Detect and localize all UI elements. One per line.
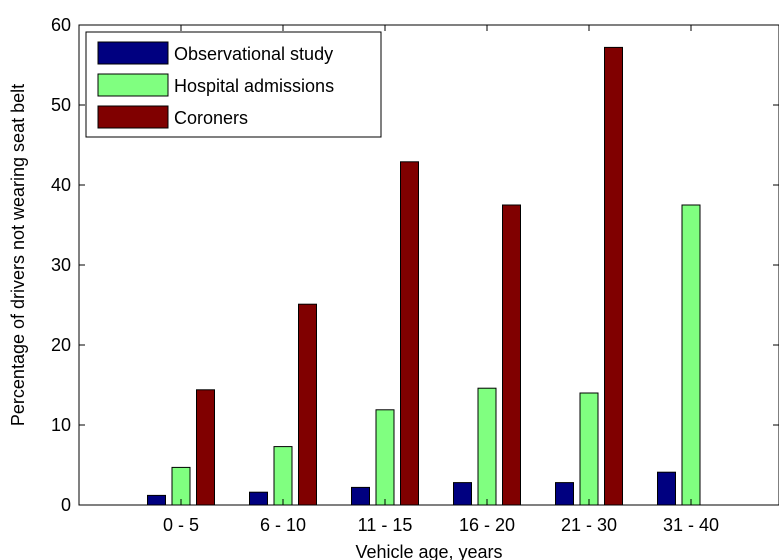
bar-coroners xyxy=(604,46,623,506)
bar-hospital-admissions xyxy=(375,409,395,506)
bars-group xyxy=(147,46,701,506)
bar-observational-study xyxy=(249,491,268,506)
y-axis-label: Percentage of drivers not wearing seat b… xyxy=(8,84,28,426)
bar-observational-study xyxy=(555,482,574,506)
legend-swatch xyxy=(97,105,169,129)
bar-observational-study xyxy=(351,486,370,506)
bar-observational-study xyxy=(147,494,166,506)
legend-label: Hospital admissions xyxy=(174,76,334,96)
x-tick-label: 6 - 10 xyxy=(260,515,306,535)
x-tick-label: 16 - 20 xyxy=(459,515,515,535)
bar-coroners xyxy=(196,389,215,506)
x-tick-label: 11 - 15 xyxy=(358,515,413,535)
x-tick-label: 21 - 30 xyxy=(561,515,617,535)
x-axis: 0 - 5 6 - 10 11 - 15 16 - 20 21 - 30 31 - 40 xyxy=(163,25,719,535)
legend-swatch xyxy=(97,41,169,65)
bar-coroners xyxy=(400,161,419,506)
x-tick-label: 31 - 40 xyxy=(663,515,719,535)
legend-swatch xyxy=(97,73,169,97)
bar-observational-study xyxy=(453,482,472,506)
bar-observational-study xyxy=(657,471,676,506)
y-tick-label: 40 xyxy=(51,175,71,195)
legend-label: Coroners xyxy=(174,108,248,128)
y-tick-label: 10 xyxy=(51,415,71,435)
bar-hospital-admissions xyxy=(273,446,293,506)
y-tick-label: 30 xyxy=(51,255,71,275)
y-axis: 0 10 20 30 40 50 60 xyxy=(51,15,779,515)
bar-coroners xyxy=(298,303,317,506)
bar-hospital-admissions xyxy=(579,392,599,506)
y-tick-label: 50 xyxy=(51,95,71,115)
x-tick-label: 0 - 5 xyxy=(163,515,199,535)
y-tick-label: 20 xyxy=(51,335,71,355)
legend-label: Observational study xyxy=(174,44,333,64)
bar-hospital-admissions xyxy=(477,387,497,506)
bar-hospital-admissions xyxy=(681,204,701,506)
x-axis-label: Vehicle age, years xyxy=(355,542,502,560)
y-tick-label: 60 xyxy=(51,15,71,35)
y-tick-label: 0 xyxy=(61,495,71,515)
legend: Observational study Hospital admissions Co… xyxy=(85,31,382,138)
bar-coroners xyxy=(502,204,521,506)
